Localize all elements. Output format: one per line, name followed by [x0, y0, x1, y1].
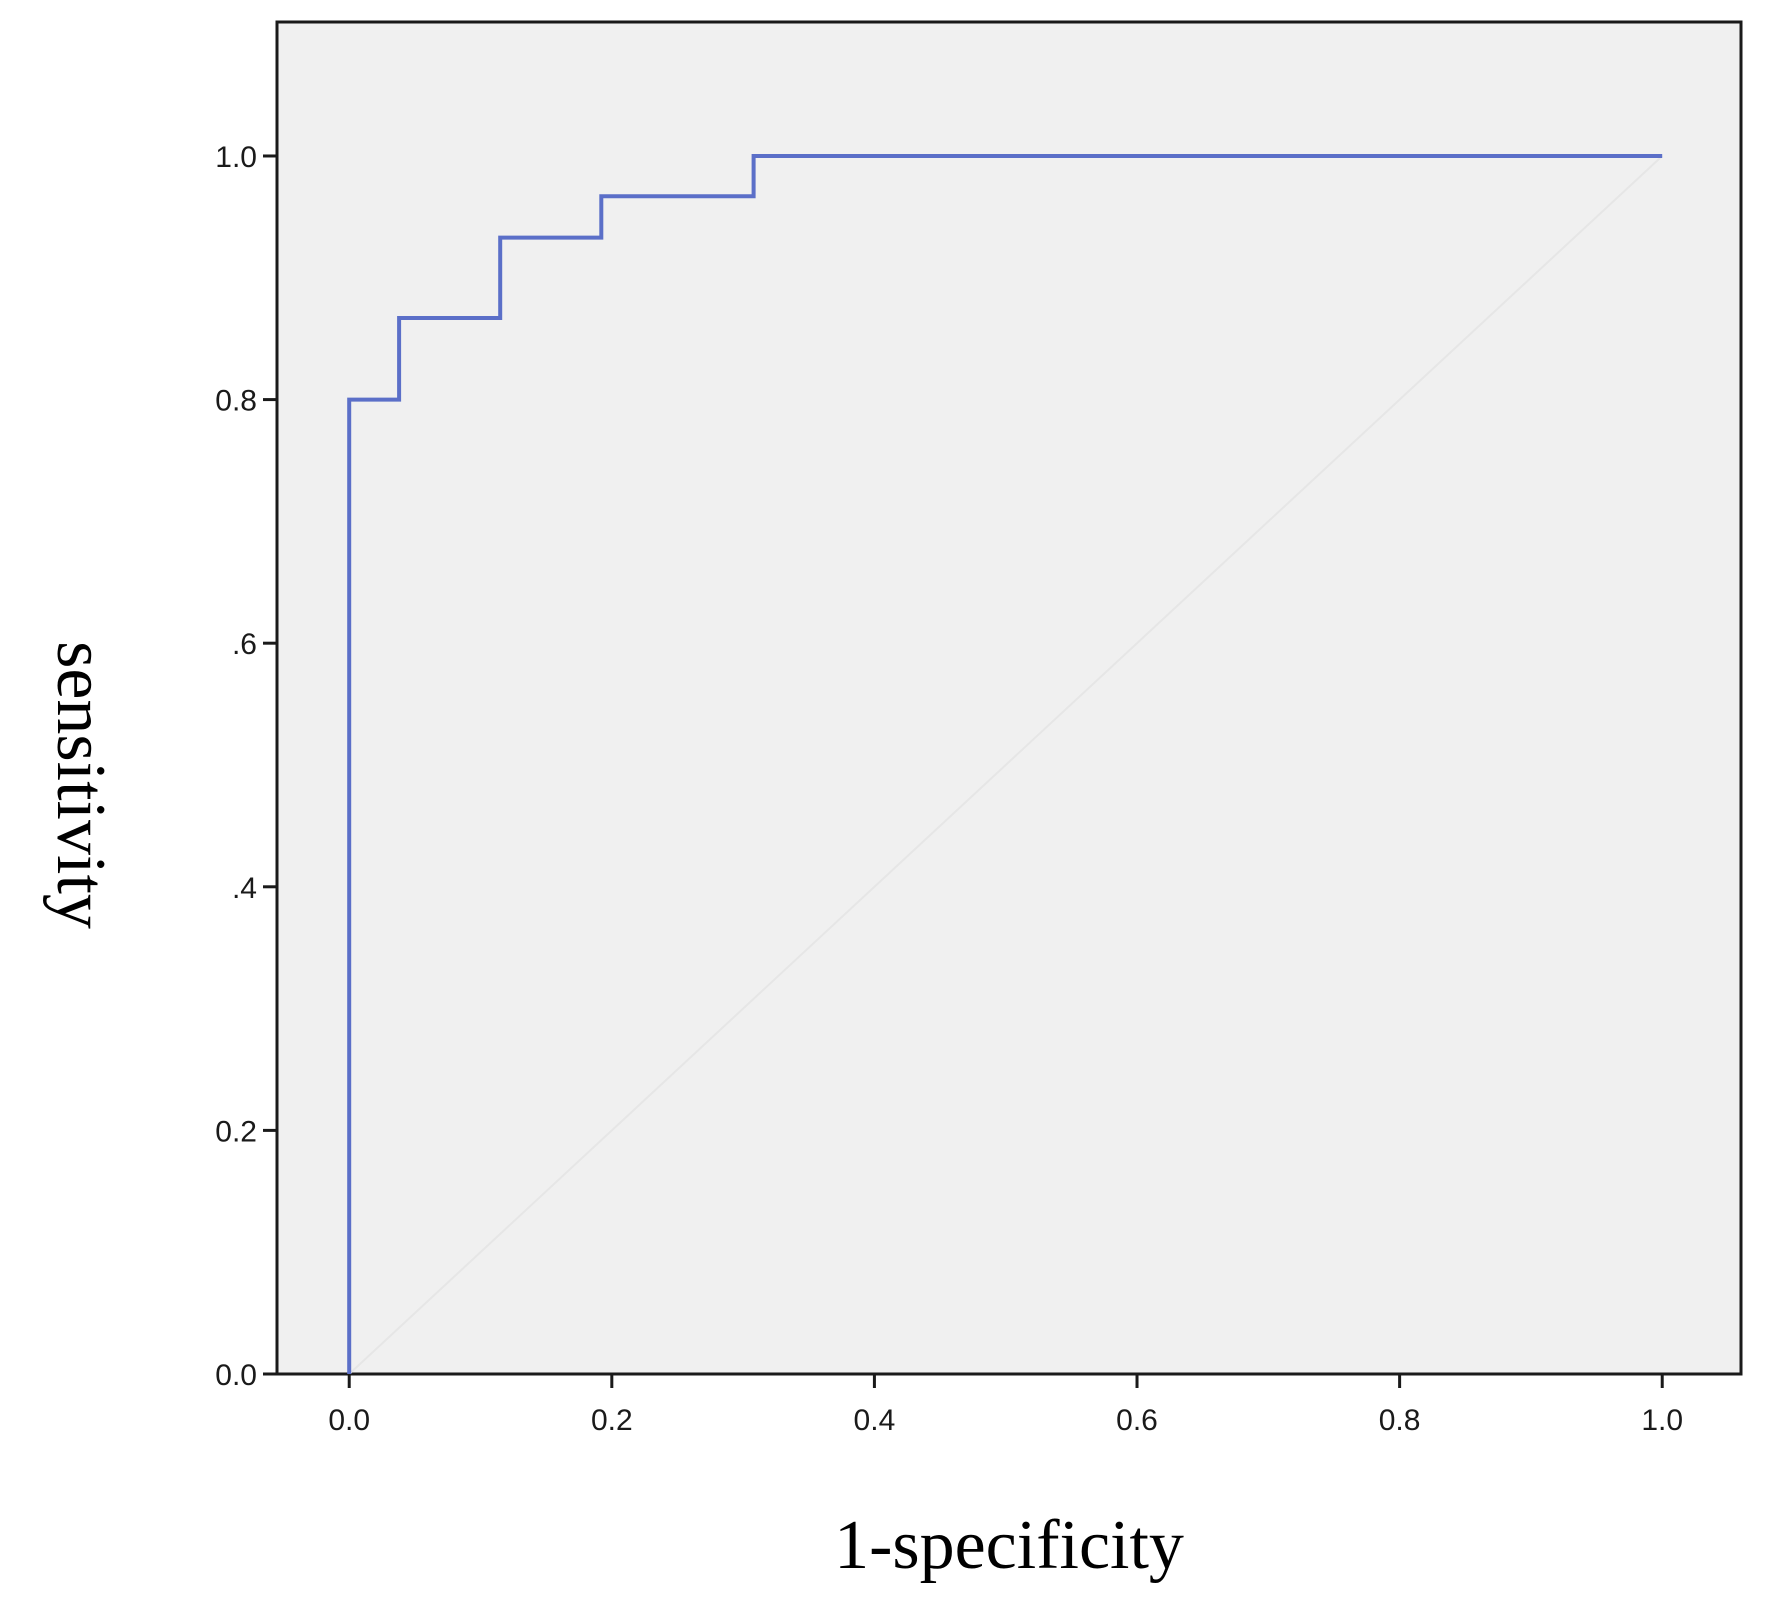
y-tick-label: .4 [232, 872, 257, 905]
y-tick-label: 0.0 [215, 1359, 257, 1392]
x-tick-label: 0.6 [1116, 1404, 1158, 1437]
plot-area [275, 20, 1743, 1376]
y-tick-label: 0.2 [215, 1115, 257, 1148]
y-tick-label: 1.0 [215, 141, 257, 174]
x-tick-label: 1.0 [1641, 1404, 1683, 1437]
reference-line-layer [348, 155, 1663, 1375]
y-tick-label: 0.8 [215, 385, 257, 418]
y-tick-label: .6 [232, 628, 257, 661]
reference-diagonal-line [348, 155, 1663, 1375]
series-layer [347, 154, 1663, 1374]
x-tick-label: 0.8 [1379, 1404, 1421, 1437]
x-tick-label: 0.4 [854, 1404, 896, 1437]
x-axis-title: 1-specificity [834, 1507, 1184, 1584]
y-axis-title: sensitivity [42, 641, 119, 929]
roc-curve-line [347, 154, 1663, 1374]
y-axis-ticks: 0.0 0.2 .4 .6 0.8 1.0 [215, 141, 277, 1392]
x-tick-label: 0.2 [591, 1404, 633, 1437]
x-axis-ticks: 0.0 0.2 0.4 0.6 0.8 1.0 [328, 1374, 1683, 1437]
x-tick-label: 0.0 [328, 1404, 370, 1437]
